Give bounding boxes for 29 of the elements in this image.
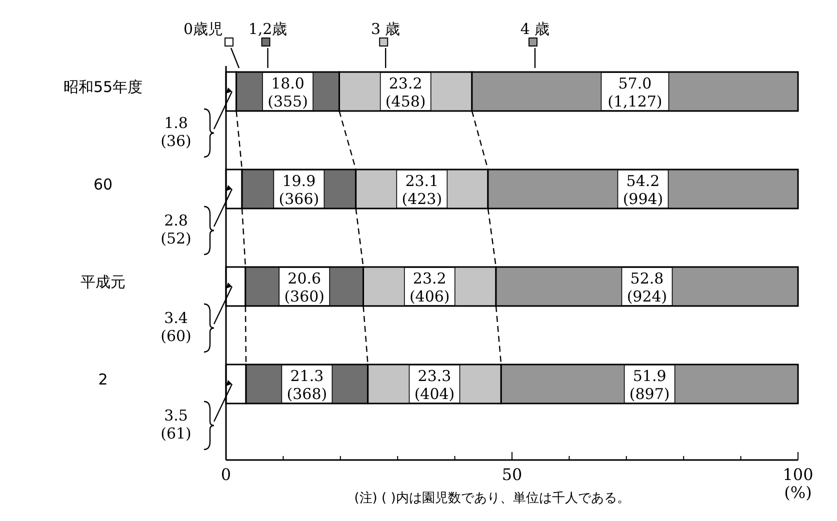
text: 4 歳 — [520, 20, 550, 38]
x-axis-title: (%) — [784, 483, 812, 502]
data-label: 52.8 (924) — [626, 270, 668, 306]
text: 0歳児 — [183, 20, 223, 38]
data-label: 18.0 (355) — [268, 74, 308, 110]
data-label: 23.2 (406) — [409, 270, 450, 306]
data-label: 1.8 (36) — [160, 114, 192, 150]
data-label: 20.6 (360) — [284, 270, 325, 306]
text: 3 歳 — [370, 20, 400, 38]
data-label: 51.9 (897) — [629, 367, 670, 403]
x-tick-label: 50 — [502, 465, 522, 484]
data-label: 19.9 (366) — [278, 172, 320, 208]
y-tick-label: 60 — [93, 176, 113, 194]
data-label: 2.8 (52) — [160, 212, 192, 248]
data-label: 3.5 (61) — [160, 406, 192, 442]
y-tick-label: 昭和55年度 — [63, 78, 143, 96]
text: 1,2歳 — [248, 20, 288, 38]
text: (注) ( )内は園児数であり、単位は千人である。 — [354, 491, 630, 506]
x-tick-label: 100 — [782, 465, 814, 484]
x-tick-label: 0 — [220, 465, 232, 484]
data-label: 3.4 (60) — [160, 309, 192, 345]
data-label: 23.1 (423) — [402, 172, 442, 208]
y-tick-label: 平成元 — [80, 273, 126, 291]
data-label: 23.3 (404) — [414, 367, 455, 403]
data-label: 23.2 (458) — [385, 74, 426, 110]
y-tick-label: 2 — [98, 370, 108, 388]
data-label: 54.2 (994) — [622, 172, 664, 208]
data-label: 57.0 (1,127) — [608, 74, 662, 110]
data-label: 21.3 (368) — [286, 367, 328, 403]
